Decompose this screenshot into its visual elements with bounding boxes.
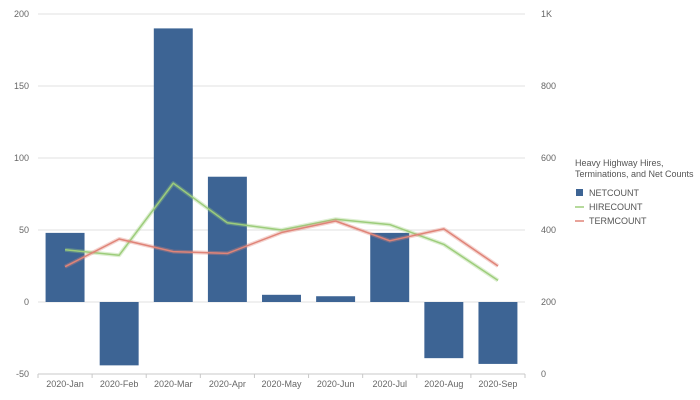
left-tick-label: 0 (24, 297, 29, 307)
x-tick-label: 2020-Sep (478, 379, 517, 389)
legend-label-netcount: NETCOUNT (589, 188, 639, 198)
left-tick-label: -50 (16, 369, 29, 379)
x-tick-label: 2020-Feb (100, 379, 139, 389)
netcount-bar (99, 302, 139, 366)
left-tick-label: 100 (14, 153, 29, 163)
netcount-bar (153, 28, 193, 303)
right-tick-label: 1K (541, 9, 552, 19)
line-series (64, 181, 500, 283)
netcount-bar (370, 232, 410, 302)
x-tick-label: 2020-Mar (154, 379, 193, 389)
legend-swatch-netcount (576, 189, 583, 196)
right-y-axis: 1K 800 600 400 200 0 (541, 9, 556, 379)
x-tick-label: 2020-Apr (209, 379, 246, 389)
left-y-axis: 200 150 100 50 0 -50 (14, 9, 29, 379)
left-tick-label: 50 (19, 225, 29, 235)
netcount-bar (478, 302, 518, 364)
left-tick-label: 200 (14, 9, 29, 19)
legend-title: Heavy Highway Hires, Terminations, and N… (575, 158, 694, 179)
hirecount-line (64, 182, 499, 282)
termcount-line (64, 220, 499, 268)
netcount-bar (262, 294, 301, 302)
legend-label-termcount: TERMCOUNT (589, 216, 647, 226)
netcount-bar (45, 232, 85, 302)
x-axis: 2020-Jan 2020-Feb 2020-Mar 2020-Apr 2020-May… (37, 373, 526, 389)
right-tick-label: 800 (541, 81, 556, 91)
netcount-bar (207, 176, 247, 302)
x-tick-label: 2020-Jul (372, 379, 407, 389)
right-tick-label: 400 (541, 225, 556, 235)
netcount-bar (424, 302, 464, 359)
x-tick-label: 2020-Aug (424, 379, 463, 389)
legend: Heavy Highway Hires, Terminations, and N… (575, 158, 694, 226)
legend-label-hirecount: HIRECOUNT (589, 202, 643, 212)
right-tick-label: 200 (541, 297, 556, 307)
x-tick-label: 2020-May (261, 379, 302, 389)
left-tick-label: 150 (14, 81, 29, 91)
bar-series (45, 28, 518, 366)
right-tick-label: 0 (541, 369, 546, 379)
x-tick-label: 2020-Jun (317, 379, 355, 389)
x-tick-label: 2020-Jan (46, 379, 84, 389)
netcount-bar (316, 296, 356, 302)
right-tick-label: 600 (541, 153, 556, 163)
